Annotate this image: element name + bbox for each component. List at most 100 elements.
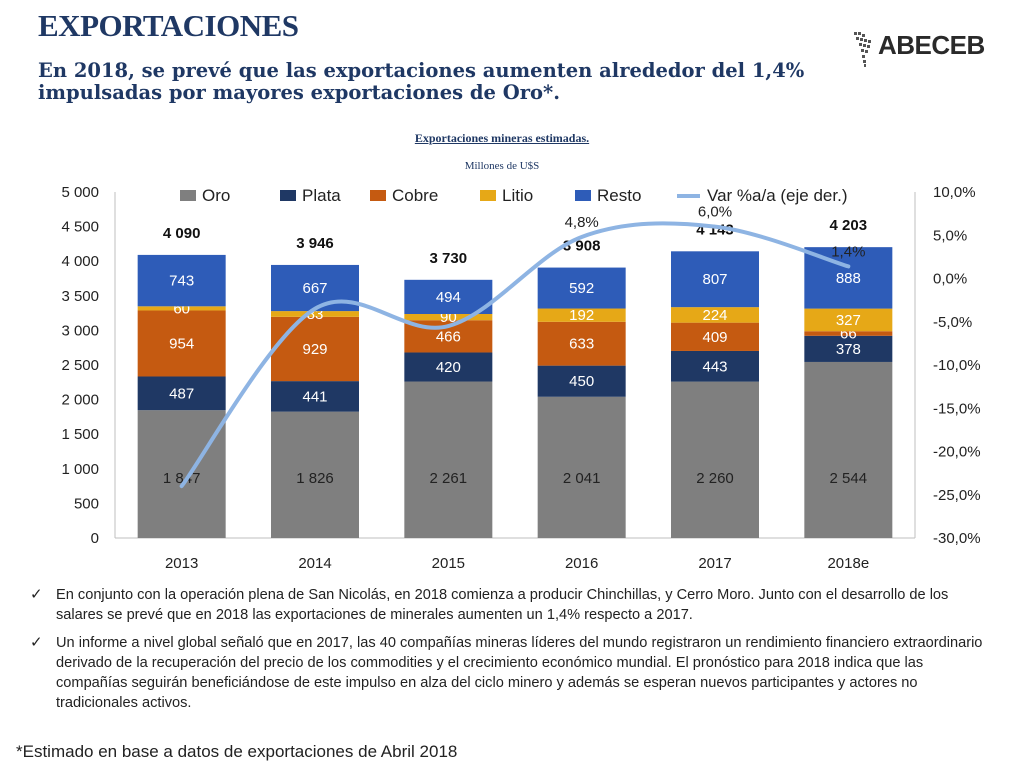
bar-segment-resto [137, 254, 226, 307]
data-label: 450 [569, 373, 594, 390]
stacked-bar-chart: 0 500 1 000 1 500 2 000 2 500 3 000 3 500 4 000 4… [61, 184, 981, 572]
x-tick-label: 2014 [298, 555, 331, 572]
total-label: 3 730 [430, 250, 468, 267]
bar-segment-cobre [137, 310, 226, 377]
bar-segment-litio [537, 308, 626, 322]
y-tick-label: 2 000 [61, 392, 99, 409]
y-tick-label: 1 500 [61, 426, 99, 443]
y-tick-label: 3 000 [61, 322, 99, 339]
footnote: *Estimado en base a datos de exportacion… [16, 742, 458, 761]
checkmark-icon: ✓ [30, 586, 43, 603]
bar-segment-oro [804, 361, 893, 538]
y2-tick-label: -20,0% [933, 444, 981, 461]
bar-segment-plata [271, 381, 359, 412]
y-tick-label: 4 000 [61, 253, 99, 270]
legend-label: Litio [502, 186, 533, 205]
line-data-label: 4,8% [565, 214, 599, 231]
south-america-map-icon [854, 32, 871, 67]
data-label: 443 [702, 358, 727, 375]
logo-text: ABECEB [878, 30, 985, 60]
bar-segment-plata [137, 376, 226, 411]
bar-segment-plata [804, 335, 893, 362]
data-label: 633 [569, 336, 594, 353]
chart-subtitle: Millones de U$S [464, 160, 540, 172]
legend-label: Plata [302, 186, 341, 205]
data-label: 420 [436, 359, 461, 376]
bar-segment-resto [671, 251, 759, 308]
y2-tick-label: -15,0% [933, 400, 981, 417]
data-label: 2 260 [696, 470, 734, 487]
data-label: 888 [836, 270, 861, 287]
bullet-item: ✓ Un informe a nivel global señaló que e… [30, 633, 990, 713]
data-label: 494 [436, 289, 461, 306]
y2-tick-label: 10,0% [933, 184, 976, 201]
total-label: 4 090 [163, 225, 201, 242]
bullet-text: Un informe a nivel global señaló que en … [56, 635, 983, 711]
bar-segment-cobre [804, 331, 893, 336]
bar-segment-plata [404, 352, 493, 382]
bar-segment-litio [271, 311, 359, 317]
bullet-text: En conjunto con la operación plena de Sa… [56, 587, 949, 623]
bullet-list: ✓ En conjunto con la operación plena de … [30, 585, 990, 721]
x-tick-label: 2018e [827, 555, 869, 572]
bar-segment-oro [137, 410, 226, 538]
bar-segment-cobre [271, 316, 359, 382]
bar-segment-cobre [537, 321, 626, 366]
y-tick-label: 4 500 [61, 219, 99, 236]
total-label: 3 908 [563, 238, 601, 255]
y2-tick-label: -30,0% [933, 530, 981, 547]
data-label: 592 [569, 280, 594, 297]
y2-tick-label: -25,0% [933, 487, 981, 504]
var-line [179, 221, 851, 489]
data-label: 487 [169, 385, 194, 402]
legend-swatch-oro [180, 190, 196, 201]
bar-segment-oro [404, 381, 493, 538]
data-label: 954 [169, 335, 194, 352]
bar-segment-resto [404, 279, 493, 314]
y-tick-label: 500 [74, 495, 99, 512]
data-label: 929 [302, 341, 327, 358]
y-tick-label: 0 [91, 530, 99, 547]
legend-label: Cobre [392, 186, 438, 205]
page-title: EXPORTACIONES [38, 8, 299, 43]
data-label: 2 041 [563, 470, 601, 487]
data-label: 2 544 [830, 470, 868, 487]
data-label: 441 [302, 388, 327, 405]
data-label: 466 [436, 328, 461, 345]
data-label: 1 826 [296, 470, 334, 487]
y-tick-label: 5 000 [61, 184, 99, 201]
data-label: 378 [836, 341, 861, 358]
page-subtitle: En 2018, se prevé que las exportaciones … [38, 59, 805, 104]
total-label: 3 946 [296, 235, 334, 252]
x-tick-label: 2013 [165, 555, 198, 572]
x-tick-label: 2015 [432, 555, 465, 572]
bar-segment-plata [671, 350, 759, 382]
y2-tick-label: -10,0% [933, 357, 981, 374]
total-label: 4 203 [830, 217, 868, 234]
company-logo: ABECEB [850, 28, 990, 68]
bar-segment-cobre [671, 322, 759, 351]
line-data-label: 6,0% [698, 204, 732, 221]
legend-swatch-plata [280, 190, 296, 201]
line-data-label: 1,4% [831, 243, 865, 260]
checkmark-icon: ✓ [30, 634, 43, 651]
data-label: 807 [702, 271, 727, 288]
data-label: 409 [702, 329, 727, 346]
data-label: 192 [569, 307, 594, 324]
legend-label: Oro [202, 186, 230, 205]
bar-segment-oro [271, 411, 359, 538]
chart-title: Exportaciones mineras estimadas. [414, 131, 590, 145]
legend-label: Var %a/a (eje der.) [707, 186, 847, 205]
bar-segment-litio [137, 306, 226, 311]
legend-swatch-cobre [370, 190, 386, 201]
y2-tick-label: -5,0% [933, 314, 972, 331]
x-tick-label: 2017 [698, 555, 731, 572]
data-label: 224 [702, 307, 727, 324]
bar-segment-litio [671, 307, 759, 323]
legend-swatch-resto [575, 190, 591, 201]
legend-swatch-litio [480, 190, 496, 201]
data-label: 743 [169, 273, 194, 290]
bar-segment-litio [804, 308, 893, 332]
data-label: 667 [302, 280, 327, 297]
data-label: 2 261 [430, 470, 468, 487]
